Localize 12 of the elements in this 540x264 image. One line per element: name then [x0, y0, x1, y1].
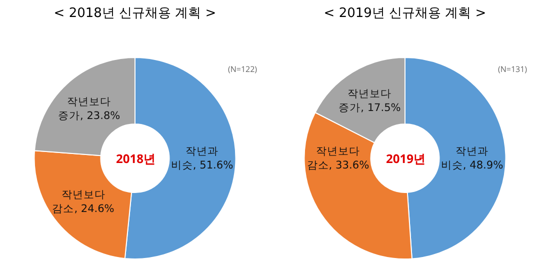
text: 2018년 — [116, 150, 156, 167]
slice-label: 작년보다 증가, 23.8% — [58, 96, 120, 122]
slice-label: 작년보다 증가, 17.5% — [338, 88, 401, 114]
slice-label: 작년보다 감소, 33.6% — [306, 146, 370, 172]
chart-title: < 2019년 신규채용 계획 > — [324, 6, 486, 22]
text: (N=122) — [228, 64, 258, 75]
slice-label: 작년과 비슷, 51.6% — [170, 146, 234, 172]
text: (N=131) — [498, 64, 528, 75]
slice-label: 작년보다 감소, 24.6% — [52, 189, 114, 215]
text: 2019년 — [386, 150, 426, 167]
chart-title: < 2018년 신규채용 계획 > — [54, 6, 216, 22]
slice-label: 작년과 비슷, 48.9% — [440, 146, 504, 172]
